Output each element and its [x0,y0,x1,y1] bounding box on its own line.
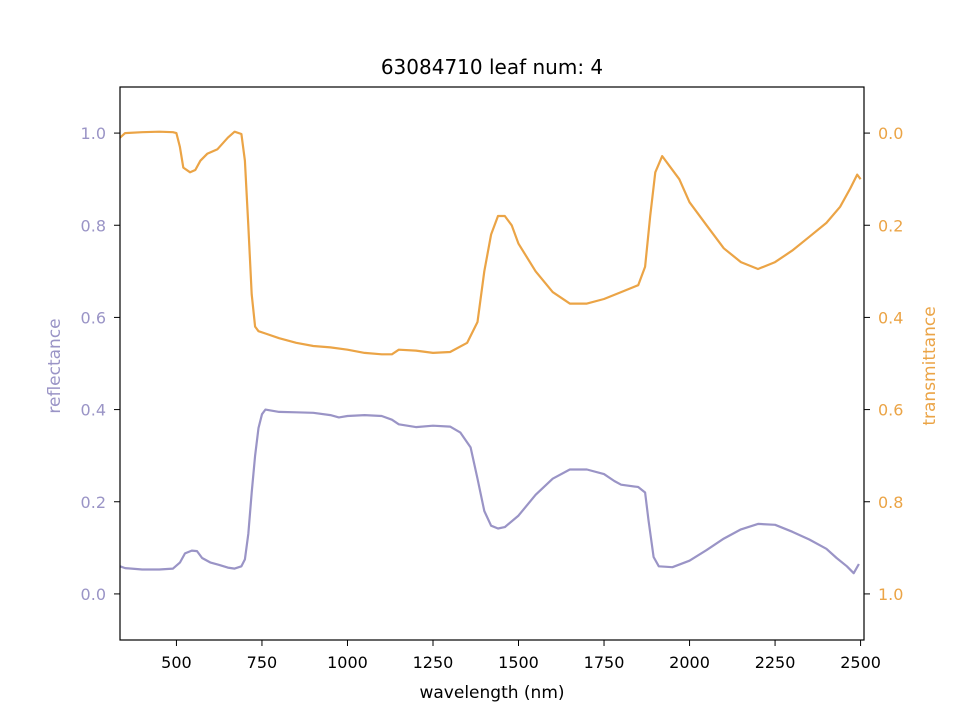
y-right-axis-title: transmittance [920,306,940,425]
reflectance-line [120,408,860,575]
y-left-tick-label: 0.0 [81,585,106,604]
x-tick-label: 2500 [840,653,881,672]
x-tick-label: 750 [247,653,278,672]
x-tick-label: 1250 [413,653,454,672]
y-left-tick-label: 0.6 [81,308,106,327]
y-right-axis-ticks: 0.0 0.2 0.4 0.6 0.8 1.0 [864,124,903,604]
y-left-axis-title: reflectance [45,318,65,413]
x-axis-title: wavelength (nm) [419,683,564,703]
x-tick-label: 2000 [669,653,710,672]
y-right-tick-label: 0.6 [878,401,903,420]
y-right-tick-label: 0.8 [878,493,903,512]
x-tick-label: 500 [161,653,192,672]
x-tick-label: 1000 [327,653,368,672]
y-left-tick-label: 0.4 [81,401,106,420]
x-tick-label: 1500 [498,653,539,672]
transmittance-line [120,130,862,356]
chart-title: 63084710 leaf num: 4 [381,55,603,79]
y-right-tick-label: 0.2 [878,216,903,235]
y-left-axis-ticks: 0.0 0.2 0.4 0.6 0.8 1.0 [81,124,120,604]
x-axis-ticks: 500 750 1000 1250 1500 1750 2000 2250 2500 [161,640,881,672]
x-tick-label: 1750 [584,653,625,672]
y-left-tick-label: 1.0 [81,124,106,143]
series-layer [120,130,862,575]
y-right-tick-label: 0.0 [878,124,903,143]
x-tick-label: 2250 [755,653,796,672]
y-left-tick-label: 0.2 [81,493,106,512]
plot-frame [119,86,865,641]
y-right-tick-label: 0.4 [878,308,903,327]
y-right-tick-label: 1.0 [878,585,903,604]
y-left-tick-label: 0.8 [81,216,106,235]
